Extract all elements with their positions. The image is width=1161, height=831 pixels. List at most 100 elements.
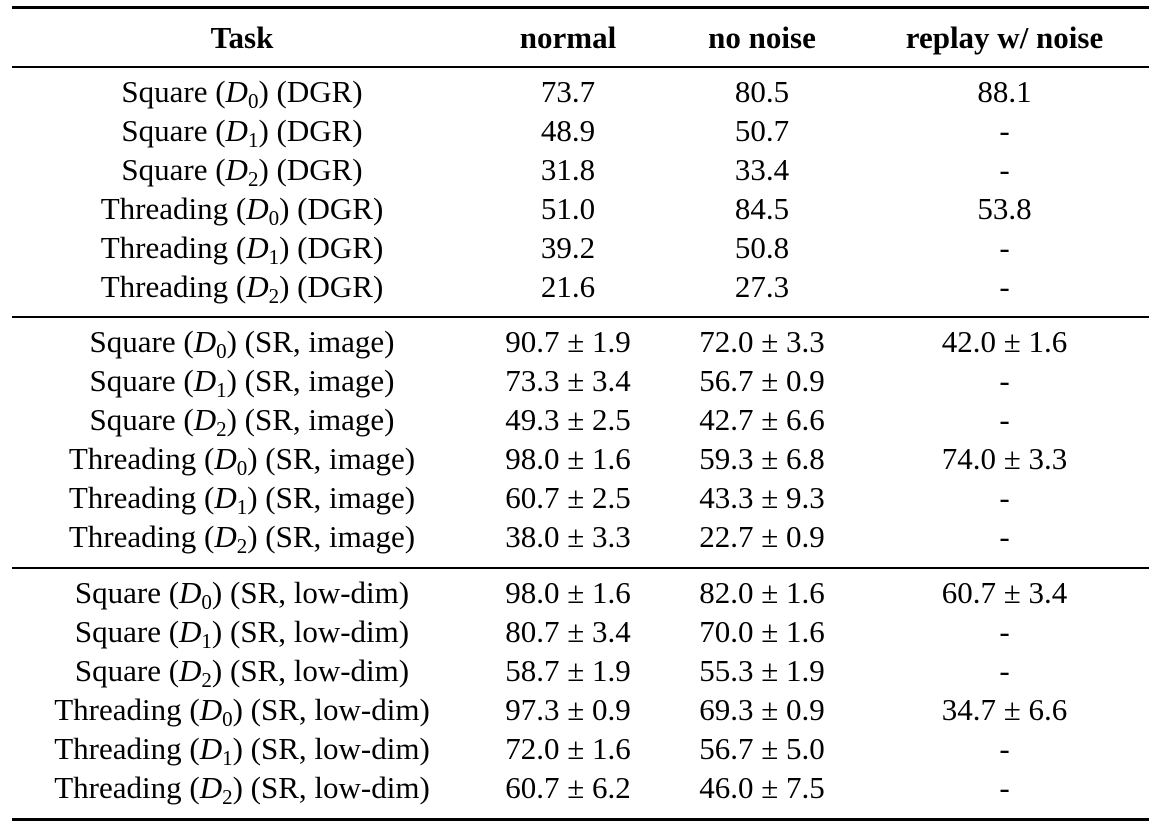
no-noise-cell: 50.8: [734, 230, 790, 265]
no-noise-cell: 72.0 ± 3.3: [699, 324, 825, 359]
table-row: Square (D2) (SR, low-dim) 58.7 ± 1.9 55.3 …: [12, 651, 1149, 691]
table-row: Square (D0) (SR, low-dim) 98.0 ± 1.6 82.0 …: [12, 573, 1149, 614]
normal-cell: 73.7: [540, 74, 596, 109]
dataset-index: 2: [268, 284, 280, 308]
task-prefix: Square (: [89, 324, 194, 359]
table-row: Threading (D0) (DGR) 51.0 84.5 53.8: [12, 189, 1149, 230]
task-cell: Square (D1) (SR, image): [12, 361, 472, 401]
dataset-index: 1: [201, 629, 212, 653]
replay-cell: -: [999, 653, 1010, 688]
no-noise-cell: 80.5: [734, 74, 790, 109]
dataset-symbol: D: [179, 575, 202, 610]
dataset-index: 1: [222, 746, 233, 770]
dataset-symbol: D: [179, 653, 202, 688]
task-prefix: Threading (: [100, 269, 247, 304]
dataset-index: 0: [216, 339, 227, 363]
task-suffix: ) (DGR): [279, 269, 384, 304]
header-no-noise: no noise: [708, 19, 816, 55]
dataset-symbol: D: [246, 230, 269, 265]
no-noise-cell: 69.3 ± 0.9: [699, 692, 825, 727]
table-row: Square (D2) (DGR) 31.8 33.4 -: [12, 150, 1149, 190]
normal-cell: 72.0 ± 1.6: [505, 731, 631, 766]
dataset-index: 0: [268, 206, 280, 230]
table-body: Square (D0) (DGR) 73.7 80.5 88.1 Square (D1)…: [12, 72, 1149, 809]
replay-cell: -: [999, 269, 1010, 304]
task-prefix: Square (: [89, 363, 194, 398]
task-prefix: Threading (: [100, 191, 247, 226]
header-replay-with-noise: replay w/ noise: [905, 19, 1104, 55]
task-prefix: Threading (: [100, 230, 247, 265]
task-suffix: ) (SR, low-dim): [211, 575, 410, 610]
table-row: Square (D1) (SR, image) 73.3 ± 3.4 56.7 ± …: [12, 361, 1149, 401]
normal-cell: 49.3 ± 2.5: [505, 402, 631, 437]
normal-cell: 80.7 ± 3.4: [505, 614, 631, 649]
task-cell: Square (D2) (DGR): [12, 150, 472, 190]
dataset-symbol: D: [214, 480, 237, 515]
task-cell: Threading (D1) (SR, low-dim): [12, 729, 472, 770]
task-prefix: Square (: [74, 614, 180, 649]
task-suffix: ) (DGR): [279, 191, 384, 226]
no-noise-cell: 84.5: [734, 191, 790, 226]
no-noise-cell: 55.3 ± 1.9: [699, 653, 825, 688]
replay-cell: 42.0 ± 1.6: [941, 324, 1068, 359]
replay-cell: 88.1: [977, 74, 1032, 109]
task-suffix: ) (SR, low-dim): [211, 653, 410, 688]
no-noise-cell: 56.7 ± 5.0: [699, 731, 825, 766]
table-row: Square (D1) (SR, low-dim) 80.7 ± 3.4 70.0 …: [12, 612, 1149, 653]
task-prefix: Square (: [121, 113, 226, 148]
header-row: Task normal no noise replay w/ noise: [12, 0, 1149, 72]
normal-cell: 97.3 ± 0.9: [505, 692, 631, 727]
top-rule: [12, 6, 1149, 9]
task-suffix: ) (SR, low-dim): [232, 770, 430, 805]
bottom-rule: [12, 818, 1149, 821]
replay-cell: -: [999, 519, 1010, 554]
no-noise-cell: 42.7 ± 6.6: [699, 402, 825, 437]
task-suffix: ) (SR, low-dim): [232, 692, 430, 727]
task-suffix: ) (SR, image): [247, 441, 416, 476]
table-row: Threading (D1) (SR, low-dim) 72.0 ± 1.6 56…: [12, 729, 1149, 770]
dataset-symbol: D: [193, 324, 217, 359]
normal-cell: 21.6: [540, 269, 596, 304]
replay-cell: -: [999, 480, 1010, 515]
dataset-symbol: D: [214, 519, 237, 554]
task-cell: Square (D1) (DGR): [12, 111, 472, 151]
normal-cell: 58.7 ± 1.9: [505, 653, 631, 688]
task-prefix: Square (: [74, 653, 180, 688]
dataset-index: 2: [222, 785, 233, 809]
task-prefix: Threading (: [54, 770, 200, 805]
normal-cell: 98.0 ± 1.6: [505, 575, 631, 610]
table-row: Threading (D0) (SR, image) 98.0 ± 1.6 59.3…: [12, 439, 1149, 479]
table-row: Threading (D2) (SR, image) 38.0 ± 3.3 22.7…: [12, 517, 1149, 557]
results-table: Task normal no noise replay w/ noise Squ…: [12, 0, 1149, 809]
replay-cell: 34.7 ± 6.6: [941, 692, 1068, 727]
dataset-symbol: D: [179, 614, 202, 649]
task-cell: Threading (D2) (DGR): [12, 267, 472, 308]
dataset-symbol: D: [225, 152, 248, 187]
replay-cell: -: [999, 731, 1010, 766]
no-noise-cell: 82.0 ± 1.6: [699, 575, 825, 610]
dataset-index: 0: [201, 590, 212, 614]
task-prefix: Threading (: [68, 441, 215, 476]
header-normal: normal: [519, 19, 617, 55]
normal-cell: 60.7 ± 6.2: [505, 770, 631, 805]
table-row: Square (D1) (DGR) 48.9 50.7 -: [12, 111, 1149, 151]
replay-cell: 53.8: [977, 191, 1032, 226]
replay-cell: 74.0 ± 3.3: [941, 441, 1068, 476]
normal-cell: 60.7 ± 2.5: [505, 480, 631, 515]
no-noise-cell: 59.3 ± 6.8: [699, 441, 825, 476]
header-task: Task: [210, 19, 274, 55]
task-cell: Threading (D1) (SR, image): [12, 478, 472, 518]
task-suffix: ) (DGR): [258, 152, 363, 187]
normal-cell: 98.0 ± 1.6: [505, 441, 631, 476]
no-noise-cell: 22.7 ± 0.9: [699, 519, 825, 554]
replay-cell: -: [999, 363, 1010, 398]
table-row: Threading (D1) (DGR) 39.2 50.8 -: [12, 228, 1149, 268]
group-spacer: [12, 306, 1149, 322]
task-cell: Threading (D1) (DGR): [12, 228, 472, 268]
replay-cell: -: [999, 770, 1010, 805]
task-cell: Threading (D2) (SR, low-dim): [12, 768, 472, 809]
task-suffix: ) (SR, image): [226, 363, 395, 398]
task-prefix: Square (: [121, 74, 226, 109]
replay-cell: -: [999, 113, 1010, 148]
no-noise-cell: 43.3 ± 9.3: [699, 480, 825, 515]
